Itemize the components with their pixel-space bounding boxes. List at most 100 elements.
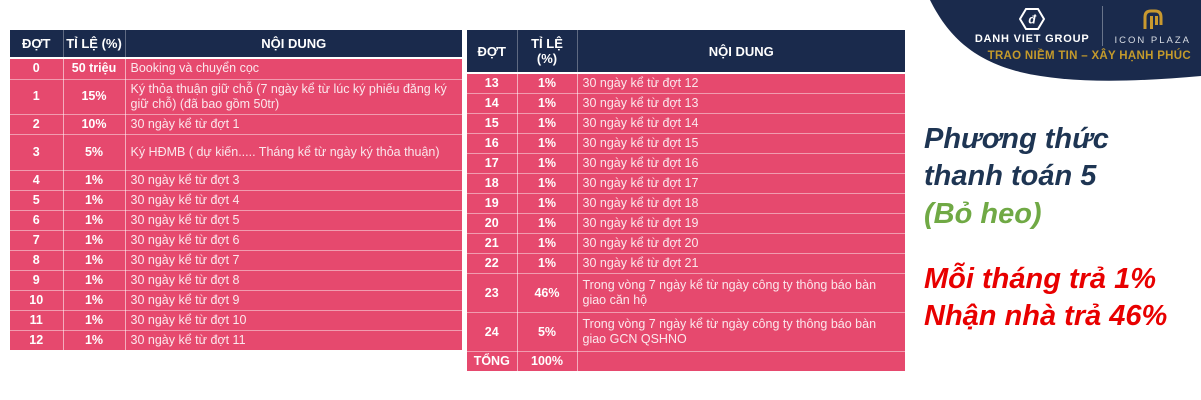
content-cell: 30 ngày kể từ đợt 17 — [577, 173, 905, 194]
round-cell: 5 — [10, 190, 64, 211]
table-row: 4 1% 30 ngày kể từ đợt 3 — [10, 170, 462, 191]
rate-cell: 46% — [517, 273, 578, 313]
rate-cell: 1% — [517, 73, 578, 94]
logo-row: đ DANH VIET GROUP ICON PLAZA — [975, 6, 1191, 46]
rate-cell: 1% — [517, 213, 578, 234]
round-cell: 16 — [467, 133, 518, 154]
rate-cell: 1% — [517, 173, 578, 194]
round-cell: 9 — [10, 270, 64, 291]
round-cell: 7 — [10, 230, 64, 251]
table-row: 15 1% 30 ngày kể từ đợt 14 — [467, 113, 905, 134]
brand-header: đ DANH VIET GROUP ICON PLAZA TRAO NIỀM T… — [928, 0, 1201, 85]
project-name: ICON PLAZA — [1114, 34, 1191, 46]
table-row: 21 1% 30 ngày kể từ đợt 20 — [467, 233, 905, 254]
round-cell: 3 — [10, 134, 64, 171]
round-cell: 1 — [10, 79, 64, 115]
logo-divider — [1101, 6, 1103, 46]
table-header-row: ĐỢT TỈ LỆ (%) NỘI DUNG — [467, 30, 905, 74]
rate-cell: 1% — [63, 290, 126, 311]
rate-cell: 1% — [517, 133, 578, 154]
table-row: 6 1% 30 ngày kể từ đợt 5 — [10, 210, 462, 231]
column-header: NỘI DUNG — [577, 30, 905, 74]
rate-cell: 1% — [63, 310, 126, 331]
table-row: 2 10% 30 ngày kể từ đợt 1 — [10, 114, 462, 135]
round-cell: 11 — [10, 310, 64, 331]
column-header: TỈ LỆ (%) — [63, 30, 126, 59]
rate-cell: 100% — [517, 351, 578, 371]
brand-tagline: TRAO NIỀM TIN – XÂY HẠNH PHÚC — [987, 50, 1191, 62]
table-row: 22 1% 30 ngày kể từ đợt 21 — [467, 253, 905, 274]
content-cell: 30 ngày kể từ đợt 1 — [125, 114, 462, 135]
note-handover: Nhận nhà trả 46% — [924, 300, 1168, 332]
round-cell: 17 — [467, 153, 518, 174]
content-cell: 30 ngày kể từ đợt 20 — [577, 233, 905, 254]
round-cell: 24 — [467, 312, 518, 352]
rate-cell: 1% — [517, 233, 578, 254]
content-cell: 30 ngày kể từ đợt 15 — [577, 133, 905, 154]
round-cell: 12 — [10, 330, 64, 350]
round-cell: 10 — [10, 290, 64, 311]
rate-cell: 1% — [517, 253, 578, 274]
group-name: DANH VIET GROUP — [974, 33, 1090, 45]
table-row: 17 1% 30 ngày kể từ đợt 16 — [467, 153, 905, 174]
content-cell: 30 ngày kể từ đợt 21 — [577, 253, 905, 274]
icon-plaza-logo: ICON PLAZA — [1115, 7, 1192, 46]
table-row: 16 1% 30 ngày kể từ đợt 15 — [467, 133, 905, 154]
table-row: 18 1% 30 ngày kể từ đợt 17 — [467, 173, 905, 194]
content-cell: 30 ngày kể từ đợt 16 — [577, 153, 905, 174]
column-header: TỈ LỆ (%) — [517, 30, 578, 74]
table-row: 23 46% Trong vòng 7 ngày kể từ ngày công t… — [467, 273, 905, 313]
content-cell: 30 ngày kể từ đợt 10 — [125, 310, 462, 331]
table-row: 1 15% Ký thỏa thuận giữ chỗ (7 ngày kể từ … — [10, 79, 462, 115]
note-monthly: Mỗi tháng trả 1% — [924, 263, 1157, 295]
content-cell — [577, 351, 905, 371]
content-cell: Trong vòng 7 ngày kể từ ngày công ty thô… — [577, 273, 905, 313]
round-cell: 2 — [10, 114, 64, 135]
round-cell: 6 — [10, 210, 64, 231]
payment-table-rounds-0-12: ĐỢT TỈ LỆ (%) NỘI DUNG 0 50 triệu Booking và… — [10, 30, 462, 350]
content-cell: 30 ngày kể từ đợt 13 — [577, 93, 905, 114]
content-cell: 30 ngày kể từ đợt 5 — [125, 210, 462, 231]
round-cell: 4 — [10, 170, 64, 191]
table-row: 11 1% 30 ngày kể từ đợt 10 — [10, 310, 462, 331]
round-cell: 8 — [10, 250, 64, 271]
content-cell: 30 ngày kể từ đợt 12 — [577, 73, 905, 94]
svg-text:đ: đ — [1028, 13, 1037, 27]
column-header: NỘI DUNG — [125, 30, 462, 59]
content-cell: 30 ngày kể từ đợt 18 — [577, 193, 905, 214]
payment-notes: Mỗi tháng trả 1% Nhận nhà trả 46% — [924, 261, 1167, 335]
column-header: ĐỢT — [10, 30, 64, 59]
rate-cell: 5% — [517, 312, 578, 352]
round-cell: TỔNG — [467, 351, 518, 371]
content-cell: 30 ngày kể từ đợt 6 — [125, 230, 462, 251]
payment-table-rounds-13-24: ĐỢT TỈ LỆ (%) NỘI DUNG 13 1% 30 ngày kể từ đ… — [467, 30, 905, 371]
round-cell: 22 — [467, 253, 518, 274]
table-row: 3 5% Ký HĐMB ( dự kiến..... Tháng kể từ ng… — [10, 134, 462, 171]
content-cell: 30 ngày kể từ đợt 9 — [125, 290, 462, 311]
table-row: 10 1% 30 ngày kể từ đợt 9 — [10, 290, 462, 311]
round-cell: 13 — [467, 73, 518, 94]
content-cell: 30 ngày kể từ đợt 3 — [125, 170, 462, 191]
brand-wave-background — [930, 0, 1201, 81]
rate-cell: 1% — [63, 230, 126, 251]
content-cell: Ký thỏa thuận giữ chỗ (7 ngày kể từ lúc … — [125, 79, 462, 115]
rate-cell: 1% — [517, 153, 578, 174]
rate-cell: 1% — [63, 190, 126, 211]
table-row: 12 1% 30 ngày kể từ đợt 11 — [10, 330, 462, 350]
rate-cell: 1% — [63, 250, 126, 271]
brand-content: đ DANH VIET GROUP ICON PLAZA TRAO NIỀM T… — [928, 0, 1201, 80]
content-cell: Trong vòng 7 ngày kể từ ngày công ty thô… — [577, 312, 905, 352]
payment-method-title: Phương thức thanh toán 5 — [924, 123, 1109, 192]
table-row: 8 1% 30 ngày kể từ đợt 7 — [10, 250, 462, 271]
building-icon — [1143, 9, 1163, 29]
round-cell: 14 — [467, 93, 518, 114]
content-cell: Ký HĐMB ( dự kiến..... Tháng kể từ ngày … — [125, 134, 462, 171]
table-row: 19 1% 30 ngày kể từ đợt 18 — [467, 193, 905, 214]
rate-cell: 1% — [517, 113, 578, 134]
rate-cell: 1% — [63, 210, 126, 231]
table-row: TỔNG 100% — [467, 351, 905, 371]
round-cell: 15 — [467, 113, 518, 134]
rate-cell: 1% — [517, 193, 578, 214]
rate-cell: 15% — [63, 79, 126, 115]
